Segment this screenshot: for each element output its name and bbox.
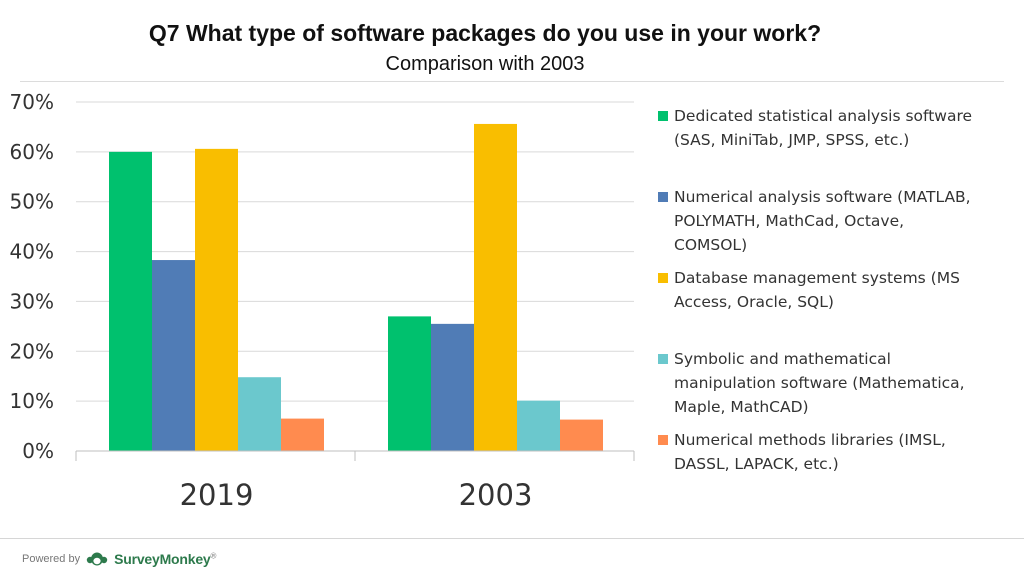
legend-label-numerical-analysis: Numerical analysis software (MATLAB, POL… [674, 188, 971, 254]
legend-item-numerical-methods: Numerical methods libraries (IMSL, DASSL… [658, 428, 978, 476]
legend-swatch-numerical-analysis [658, 192, 668, 202]
y-tick-label: 70% [10, 90, 54, 114]
legend-swatch-symbolic [658, 354, 668, 364]
y-tick-label: 40% [10, 240, 54, 264]
legend-label-statistical: Dedicated statistical analysis software … [674, 107, 973, 149]
legend-item-symbolic: Symbolic and mathematical manipulation s… [658, 347, 978, 419]
y-tick-label: 0% [22, 439, 54, 463]
bar-2003-series-0 [388, 316, 431, 451]
brand-name: SurveyMonkey [114, 551, 211, 567]
x-category-label: 2019 [180, 478, 254, 512]
y-tick-label: 30% [10, 289, 54, 313]
bar-2003-series-3 [517, 400, 560, 451]
bar-2019-series-1 [152, 260, 195, 451]
bar-2019-series-2 [195, 148, 238, 451]
bar-2003-series-2 [474, 123, 517, 452]
title-divider [20, 81, 1004, 82]
footer-divider [0, 538, 1024, 539]
legend-swatch-statistical [658, 111, 668, 121]
bar-2019-series-3 [238, 377, 281, 451]
chart-title: Q7 What type of software packages do you… [148, 20, 822, 46]
legend-label-symbolic: Symbolic and mathematical manipulation s… [674, 350, 965, 416]
legend-item-statistical: Dedicated statistical analysis software … [658, 104, 978, 152]
y-tick-label: 50% [10, 190, 54, 214]
footer: Powered by SurveyMonkey® [22, 548, 216, 570]
legend-swatch-numerical-methods [658, 435, 668, 445]
y-tick-label: 10% [10, 389, 54, 413]
legend-label-numerical-methods: Numerical methods libraries (IMSL, DASSL… [674, 431, 946, 473]
legend-item-database: Database management systems (MS Access, … [658, 266, 978, 314]
bar-2003-series-1 [431, 323, 474, 451]
bar-2019-series-0 [109, 151, 152, 451]
surveymonkey-brand: SurveyMonkey® [114, 551, 216, 567]
powered-by-text: Powered by [22, 553, 81, 565]
legend-label-database: Database management systems (MS Access, … [674, 269, 960, 311]
bar-2019-series-4 [281, 418, 324, 451]
legend-swatch-database [658, 273, 668, 283]
legend-item-numerical-analysis: Numerical analysis software (MATLAB, POL… [658, 185, 978, 257]
brand-registered-mark: ® [210, 551, 217, 561]
y-tick-label: 60% [10, 140, 54, 164]
bar-2003-series-4 [560, 419, 603, 451]
surveymonkey-logo-icon [86, 552, 108, 566]
y-tick-label: 20% [10, 339, 54, 363]
chart-subtitle: Comparison with 2003 [385, 53, 585, 75]
x-category-label: 2003 [459, 478, 533, 512]
bar-chart: 0% 10% 20% 30% 40% 50% 60% 70% 2019 2003 [10, 90, 635, 512]
